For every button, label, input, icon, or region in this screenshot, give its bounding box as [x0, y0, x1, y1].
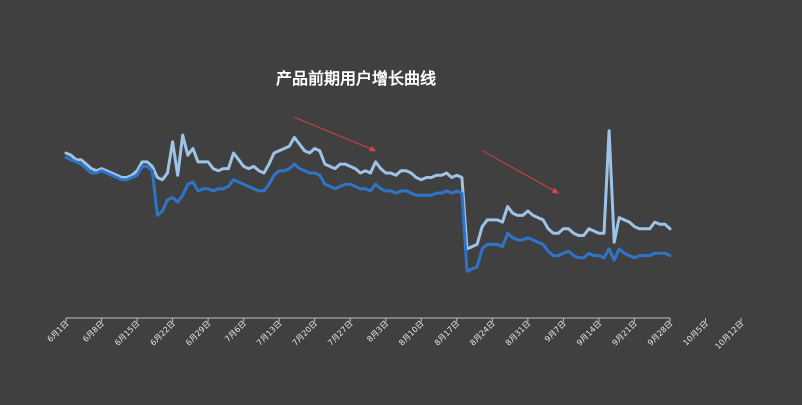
x-axis: 6月1日 6月8日 6月15日 6月22日 6月29日 7月6日 7月13日 7月20日 7月2… [46, 317, 745, 351]
x-tick-label: 8月17日 [433, 319, 461, 347]
series-layer [64, 129, 672, 273]
x-tick-label: 9月21日 [610, 319, 638, 347]
x-tick-label: 6月15日 [113, 319, 141, 347]
series-line-2 [64, 155, 672, 273]
x-tick-label: 7月6日 [223, 319, 248, 344]
x-tick-label: 9月14日 [575, 319, 603, 347]
x-tick-label: 10月12日 [713, 319, 745, 351]
x-tick-label: 7月27日 [326, 319, 354, 347]
x-tick-label: 8月31日 [504, 319, 532, 347]
x-tick-label: 8月10日 [397, 319, 425, 347]
x-tick-label: 8月24日 [468, 319, 496, 347]
x-tick-label: 9月7日 [543, 319, 568, 344]
x-tick-label: 6月1日 [46, 319, 71, 344]
x-tick-label: 6月8日 [81, 319, 106, 344]
x-tick-label: 7月20日 [291, 319, 319, 347]
x-tick-label: 7月13日 [255, 319, 283, 347]
chart-title: 产品前期用户增长曲线 [276, 69, 436, 88]
x-tick-label: 8月3日 [365, 319, 390, 344]
trend-arrow-2 [481, 150, 560, 194]
annotation-layer [294, 116, 560, 194]
trend-arrow-1 [294, 116, 377, 152]
x-tick-label: 9月28日 [646, 319, 674, 347]
x-tick-label: 6月29日 [184, 319, 212, 347]
series-line-1 [64, 129, 672, 251]
x-tick-label: 10月5日 [681, 319, 709, 347]
x-tick-label: 6月22日 [149, 319, 177, 347]
